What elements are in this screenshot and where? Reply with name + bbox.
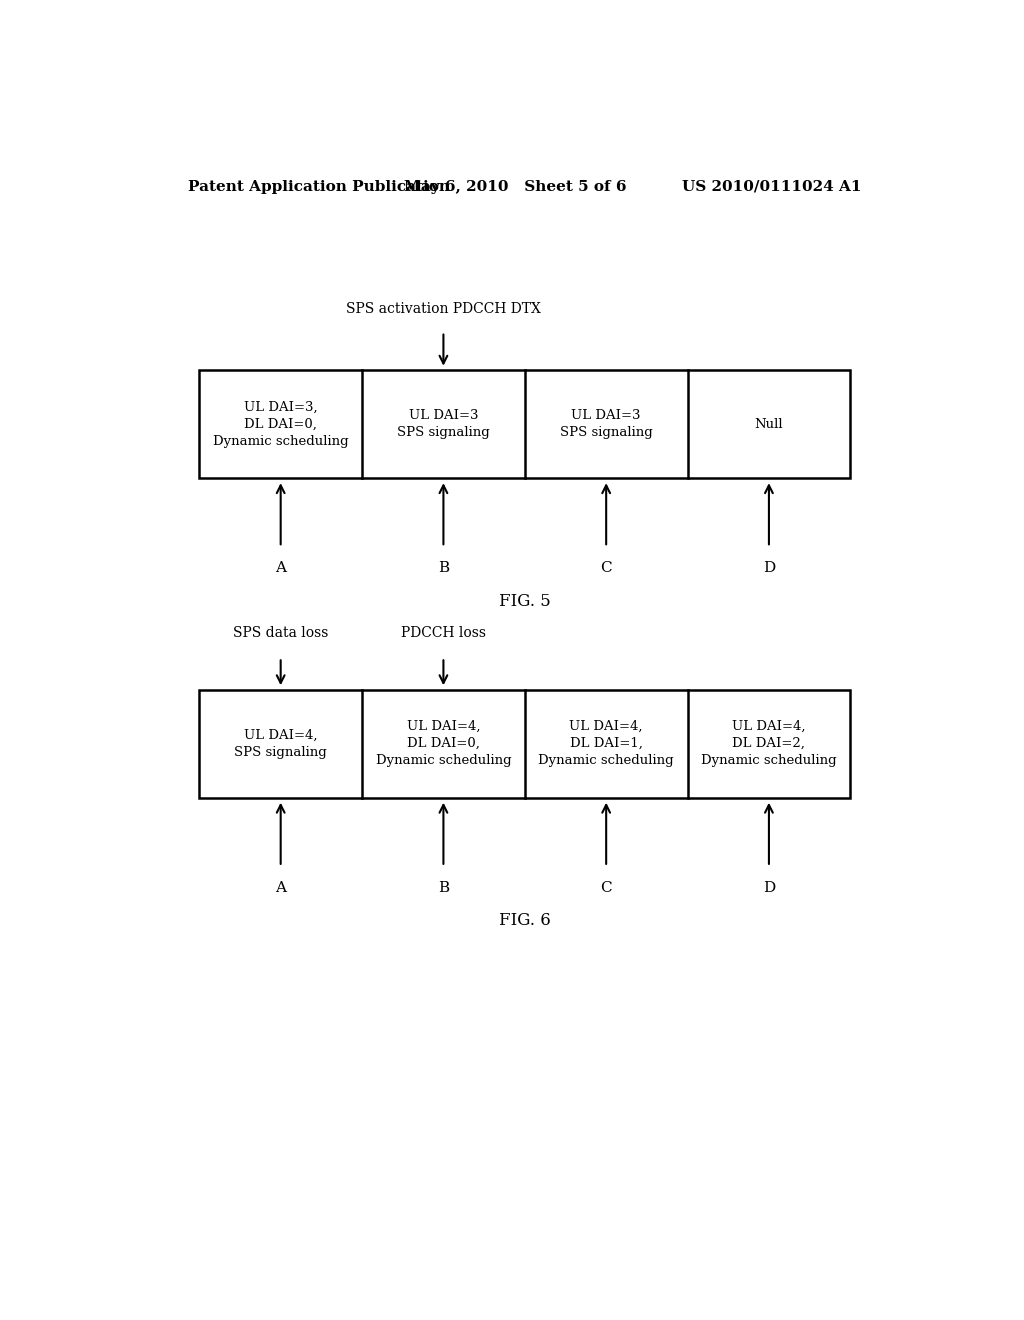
Text: SPS data loss: SPS data loss: [233, 626, 329, 640]
Text: UL DAI=3
SPS signaling: UL DAI=3 SPS signaling: [560, 409, 652, 440]
Text: D: D: [763, 880, 775, 895]
Text: UL DAI=3,
DL DAI=0,
Dynamic scheduling: UL DAI=3, DL DAI=0, Dynamic scheduling: [213, 400, 348, 447]
Bar: [200, 689, 850, 797]
Text: UL DAI=3
SPS signaling: UL DAI=3 SPS signaling: [397, 409, 489, 440]
Text: B: B: [438, 561, 449, 576]
Text: PDCCH loss: PDCCH loss: [401, 626, 486, 640]
Text: C: C: [600, 561, 612, 576]
Text: UL DAI=4,
SPS signaling: UL DAI=4, SPS signaling: [234, 729, 327, 759]
Text: May 6, 2010   Sheet 5 of 6: May 6, 2010 Sheet 5 of 6: [404, 180, 627, 194]
Text: FIG. 6: FIG. 6: [499, 912, 551, 929]
Text: C: C: [600, 880, 612, 895]
Text: D: D: [763, 561, 775, 576]
Bar: [200, 370, 850, 478]
Text: A: A: [275, 561, 286, 576]
Text: A: A: [275, 880, 286, 895]
Text: Null: Null: [755, 417, 783, 430]
Text: UL DAI=4,
DL DAI=1,
Dynamic scheduling: UL DAI=4, DL DAI=1, Dynamic scheduling: [539, 721, 674, 767]
Text: Patent Application Publication: Patent Application Publication: [188, 180, 451, 194]
Text: SPS activation PDCCH DTX: SPS activation PDCCH DTX: [346, 302, 541, 317]
Text: FIG. 5: FIG. 5: [499, 593, 551, 610]
Text: US 2010/0111024 A1: US 2010/0111024 A1: [682, 180, 861, 194]
Text: UL DAI=4,
DL DAI=2,
Dynamic scheduling: UL DAI=4, DL DAI=2, Dynamic scheduling: [701, 721, 837, 767]
Text: UL DAI=4,
DL DAI=0,
Dynamic scheduling: UL DAI=4, DL DAI=0, Dynamic scheduling: [376, 721, 511, 767]
Text: B: B: [438, 880, 449, 895]
